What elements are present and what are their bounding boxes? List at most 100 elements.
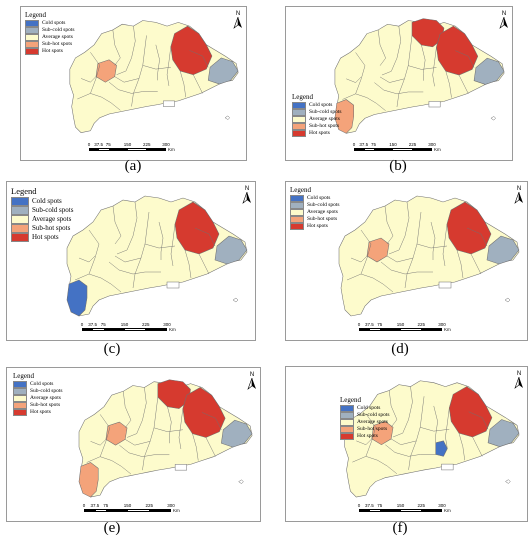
boundary-line	[100, 456, 132, 475]
region-ne	[182, 387, 226, 438]
legend-item: Average spots	[290, 209, 340, 216]
map-legend: Legend Cold spots Sub-cold spots Average sp…	[13, 372, 63, 416]
boundary-line	[126, 387, 147, 438]
legend-label: Sub-cold spots	[32, 206, 74, 214]
legend-label: Average spots	[307, 209, 338, 215]
panel-caption: (d)	[391, 341, 409, 357]
boundary-line	[430, 221, 436, 260]
boundary-line	[352, 413, 376, 463]
boundary-line	[388, 201, 410, 255]
boundary-line	[445, 407, 450, 449]
legend-title: Legend	[292, 93, 313, 101]
legend-item: Cold spots	[13, 381, 63, 388]
boundary-line	[458, 433, 466, 461]
legend-title: Legend	[25, 11, 46, 19]
scale-bar: 0 37.5 75 150 225 300 Km	[80, 322, 181, 338]
boundary-line	[116, 26, 136, 75]
scale-tick-label: 150	[396, 503, 405, 508]
north-label: N	[249, 372, 255, 378]
scale-tick-label: 0	[82, 503, 86, 508]
boundary-line	[346, 76, 362, 83]
map-legend: Legend Cold spots Sub-cold spots Average sp…	[11, 186, 73, 242]
boundary-line	[391, 438, 417, 445]
scale-tick-label: 37.5	[364, 503, 374, 508]
legend-swatch	[25, 34, 39, 41]
province-map	[69, 20, 239, 133]
panel-caption: (b)	[389, 158, 407, 174]
scale-tick-label: 0	[357, 322, 361, 327]
scale-tick-label: 225	[417, 503, 426, 508]
legend-swatch	[11, 233, 29, 242]
legend-swatch	[292, 102, 306, 109]
province-map	[344, 380, 520, 498]
legend-swatch	[11, 197, 29, 206]
scale-bar: 0 37.5 75 150 225 300 Km	[357, 322, 456, 338]
islet	[232, 297, 239, 303]
legend-swatch	[25, 48, 39, 55]
boundary-line	[385, 444, 436, 457]
legend-label: Average spots	[30, 395, 61, 401]
boundary-line	[90, 93, 121, 111]
map-panel: Legend Cold spots Sub-cold spots Average sp…	[285, 6, 513, 161]
legend-label: Cold spots	[307, 195, 331, 201]
boundary-line	[386, 255, 414, 263]
boundary-line	[388, 390, 398, 428]
delta-marker	[441, 463, 454, 471]
legend-item: Sub-hot spots	[11, 224, 73, 233]
scale-unit: Km	[444, 327, 451, 332]
region-west	[371, 421, 394, 446]
legend-label: Average spots	[357, 419, 388, 425]
boundary-line	[198, 253, 210, 275]
legend-swatch	[340, 405, 354, 412]
boundary-line	[77, 52, 100, 100]
boundary-line	[193, 74, 203, 94]
scale-tick-label: 0	[80, 322, 84, 327]
scale-unit: Km	[169, 327, 176, 332]
delta-marker	[166, 281, 180, 289]
scale-tick-label: 75	[377, 322, 383, 327]
boundary-line	[131, 35, 147, 107]
north-label: N	[516, 186, 522, 192]
legend-item: Sub-hot spots	[25, 41, 75, 48]
boundary-line	[408, 396, 425, 470]
scale-tick-label: 300	[162, 142, 170, 147]
region-east	[221, 419, 253, 448]
delta-marker	[438, 281, 452, 289]
scale-tick-label: 300	[167, 503, 175, 508]
boundary-line	[442, 223, 448, 267]
islet	[490, 116, 497, 121]
boundary-line	[194, 227, 216, 247]
province-map	[66, 195, 248, 317]
boundary-line	[396, 35, 413, 108]
legend-label: Sub-cold spots	[307, 202, 340, 208]
scale-tick-label: 75	[105, 142, 111, 147]
boundary-line	[472, 436, 483, 457]
legend-swatch	[290, 195, 304, 202]
legend-title: Legend	[340, 396, 361, 404]
legend-swatch	[340, 412, 354, 419]
boundary-line	[205, 437, 216, 457]
legend-label: Hot spots	[42, 48, 63, 54]
north-arrow-icon: N	[513, 186, 525, 204]
boundary-line	[433, 405, 438, 443]
legend-label: Hot spots	[32, 233, 59, 241]
islet	[224, 115, 231, 120]
legend-label: Sub-hot spots	[32, 224, 71, 232]
legend-label: Cold spots	[357, 405, 381, 411]
boundary-line	[384, 205, 394, 245]
scale-tick-label: 75	[100, 322, 106, 327]
region-ne	[174, 201, 220, 255]
boundary-line	[119, 444, 170, 457]
legend-item: Average spots	[11, 215, 73, 224]
scale-unit: Km	[173, 508, 180, 513]
legend-item: Average spots	[13, 395, 63, 402]
boundary-line	[132, 211, 150, 289]
legend-item: Sub-cold spots	[25, 27, 75, 34]
legend-label: Sub-hot spots	[30, 402, 61, 408]
legend-item: Average spots	[292, 116, 342, 123]
boundary-line	[179, 70, 186, 98]
scale-bar: 0 37.5 75 150 225 300 Km	[88, 142, 180, 158]
boundary-line	[80, 76, 97, 83]
legend-swatch	[290, 216, 304, 223]
region-center	[435, 440, 448, 457]
